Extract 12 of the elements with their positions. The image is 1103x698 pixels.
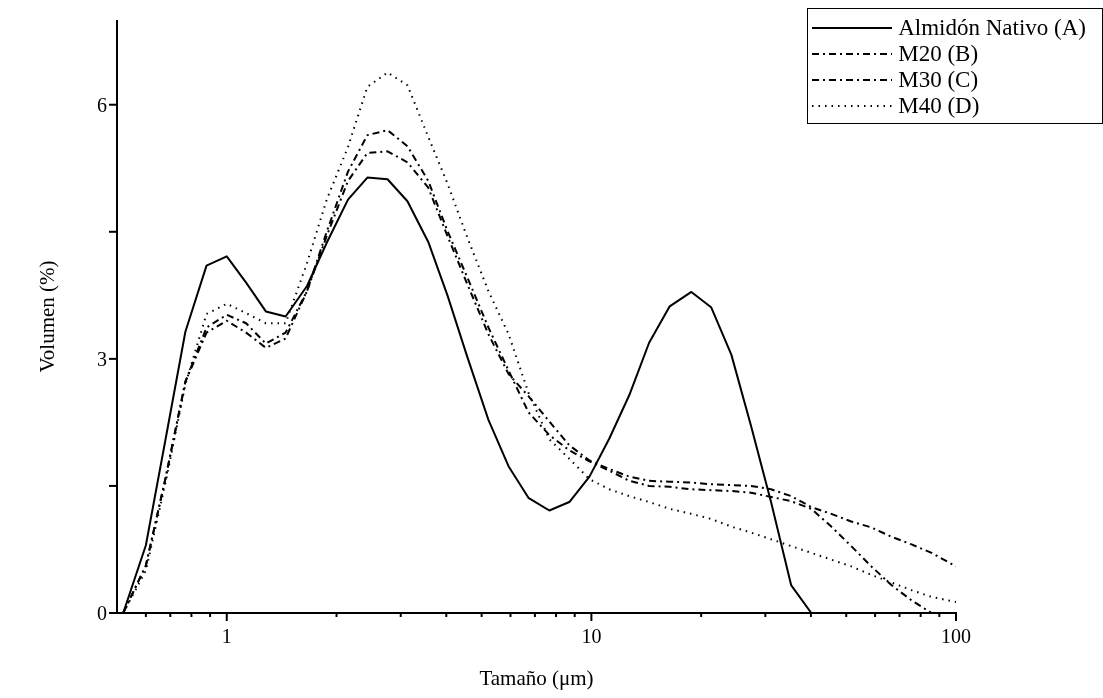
y-axis-title: Volumen (%) bbox=[35, 260, 60, 373]
y-tick-label: 0 bbox=[97, 602, 107, 625]
x-tick-label: 10 bbox=[581, 625, 602, 647]
legend-label: M40 (D) bbox=[898, 93, 980, 119]
x-tick-label: 100 bbox=[941, 625, 971, 647]
legend-label: Almidón Nativo (A) bbox=[898, 15, 1086, 41]
legend-label: M30 (C) bbox=[898, 67, 979, 93]
x-tick-label: 1 bbox=[221, 625, 232, 647]
y-tick-label: 6 bbox=[97, 93, 107, 116]
x-axis-title: Tamaño (μm) bbox=[479, 666, 594, 690]
y-tick-label: 3 bbox=[97, 347, 107, 370]
legend-label: M20 (B) bbox=[898, 41, 979, 67]
